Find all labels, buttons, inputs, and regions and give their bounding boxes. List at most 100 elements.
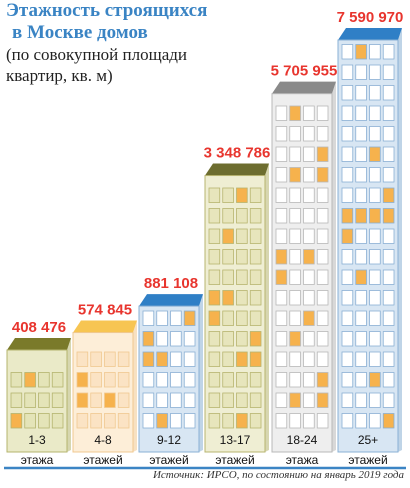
- building-window: [275, 208, 288, 224]
- building-window: [104, 372, 116, 388]
- building-window: [303, 187, 315, 203]
- building-window: [355, 44, 367, 60]
- building-window: [289, 310, 301, 326]
- building-window: [382, 64, 395, 80]
- building-window: [76, 351, 89, 367]
- building-window: [222, 228, 234, 244]
- building-window: [275, 351, 288, 367]
- building-window: [249, 269, 262, 285]
- building-window: [10, 413, 23, 429]
- building-window: [275, 228, 288, 244]
- building-window: [341, 126, 354, 142]
- category-sublabel: этажей: [149, 453, 188, 467]
- building-window: [382, 331, 395, 347]
- building-window: [222, 351, 234, 367]
- building-window: [289, 269, 301, 285]
- building-window: [316, 331, 329, 347]
- building-window: [222, 269, 234, 285]
- building-window: [249, 413, 262, 429]
- building-window: [275, 249, 288, 265]
- category-sublabel: этажей: [215, 453, 254, 467]
- building-window: [382, 413, 395, 429]
- building-window: [316, 269, 329, 285]
- building-window: [369, 249, 381, 265]
- building-window: [51, 372, 64, 388]
- building-window: [156, 310, 168, 326]
- building-window: [156, 331, 168, 347]
- building-window: [90, 413, 102, 429]
- chart-title-line1: Этажность строящихся: [6, 0, 208, 21]
- building-window: [289, 413, 301, 429]
- building-window: [355, 351, 367, 367]
- building-window: [369, 187, 381, 203]
- building-window: [341, 208, 354, 224]
- building-roof: [139, 294, 203, 307]
- building-window: [90, 392, 102, 408]
- building-window: [289, 249, 301, 265]
- building-window: [208, 351, 221, 367]
- building-window: [341, 249, 354, 265]
- building-window: [104, 413, 116, 429]
- building-window: [341, 167, 354, 183]
- building-window: [275, 372, 288, 388]
- building-window: [51, 413, 64, 429]
- building-window: [142, 331, 155, 347]
- building-window: [183, 392, 196, 408]
- building-window: [369, 413, 381, 429]
- building-window: [369, 146, 381, 162]
- building-window: [236, 208, 248, 224]
- building-window: [369, 228, 381, 244]
- building-window: [249, 228, 262, 244]
- building-window: [316, 146, 329, 162]
- building-window: [208, 208, 221, 224]
- building-window: [355, 126, 367, 142]
- building-window: [369, 105, 381, 121]
- category-sublabel: этажей: [348, 453, 387, 467]
- building-window: [355, 187, 367, 203]
- building-window: [369, 351, 381, 367]
- building-roof: [205, 163, 269, 176]
- building-roof: [338, 28, 402, 40]
- building-roof: [272, 81, 336, 94]
- building-window: [142, 372, 155, 388]
- category-label: 1-3: [28, 433, 46, 447]
- building-window: [316, 228, 329, 244]
- building-window: [236, 269, 248, 285]
- building-window: [236, 187, 248, 203]
- building-side: [332, 81, 336, 452]
- category-label: 4-8: [94, 433, 112, 447]
- building-window: [341, 64, 354, 80]
- value-label: 7 590 970: [337, 9, 404, 26]
- building-window: [275, 290, 288, 306]
- building-window: [208, 269, 221, 285]
- building-window: [382, 146, 395, 162]
- building-window: [382, 310, 395, 326]
- building-window: [341, 392, 354, 408]
- building-window: [76, 413, 89, 429]
- building-window: [183, 331, 196, 347]
- building-window: [249, 331, 262, 347]
- building-window: [249, 392, 262, 408]
- building-window: [117, 372, 130, 388]
- building-window: [355, 392, 367, 408]
- building-window: [303, 290, 315, 306]
- building-window: [341, 413, 354, 429]
- building-window: [303, 167, 315, 183]
- building-side: [67, 338, 71, 452]
- building-window: [316, 310, 329, 326]
- building-window: [303, 249, 315, 265]
- building-window: [341, 290, 354, 306]
- building-window: [249, 351, 262, 367]
- building-window: [249, 208, 262, 224]
- building-window: [156, 413, 168, 429]
- building-window: [10, 392, 23, 408]
- building-window: [369, 372, 381, 388]
- building-window: [355, 413, 367, 429]
- building-window: [183, 310, 196, 326]
- building-window: [222, 413, 234, 429]
- building-window: [369, 290, 381, 306]
- building-window: [341, 351, 354, 367]
- building-window: [303, 310, 315, 326]
- building-window: [289, 372, 301, 388]
